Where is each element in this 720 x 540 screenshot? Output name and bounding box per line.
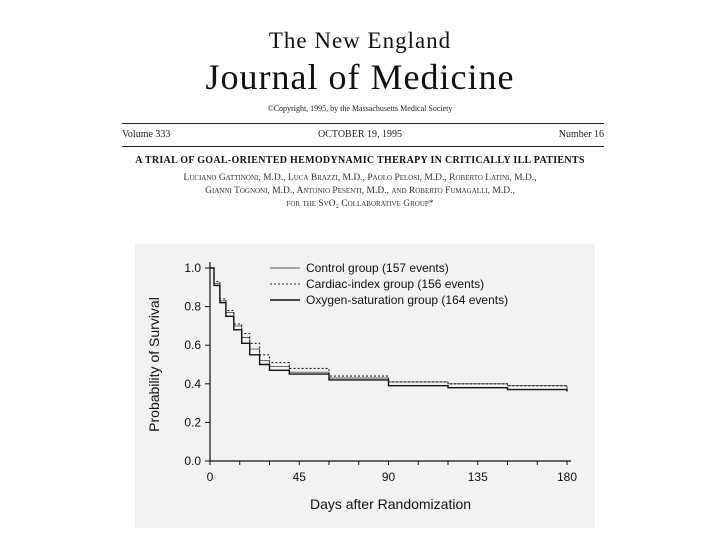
survival-curve — [210, 267, 568, 392]
y-tick-label: 1.0 — [184, 261, 201, 275]
x-tick-label: 45 — [293, 470, 307, 484]
y-tick-label: 0.6 — [184, 338, 201, 352]
x-tick-label: 180 — [557, 470, 577, 484]
journal-masthead-title: Journal of Medicine — [205, 57, 515, 97]
journal-masthead-top: The New England — [268, 28, 452, 53]
survival-figure: 0.0 0.2 0.4 0.6 0.8 1.0 0 45 90 135 180 Days after … — [135, 244, 595, 528]
x-tick-label: 0 — [207, 470, 214, 484]
legend-label: Control group (157 events) — [306, 261, 449, 275]
y-tick-label: 0.4 — [184, 377, 201, 391]
x-tick-label: 135 — [468, 470, 488, 484]
y-tick-label: 0.8 — [184, 300, 201, 314]
issue-date: OCTOBER 19, 1995 — [318, 129, 402, 140]
y-tick-label: 0.0 — [184, 454, 201, 468]
author-line: for the SvO₂ Collaborative Group* — [286, 199, 434, 209]
y-tick-label: 0.2 — [184, 415, 201, 429]
author-line: Luciano Gattinoni, M.D., Luca Brazzi, M.… — [183, 173, 537, 183]
y-axis-title: Probability of Survival — [146, 297, 162, 432]
x-axis-title: Days after Randomization — [310, 496, 471, 512]
author-list: Luciano Gattinoni, M.D., Luca Brazzi, M.… — [0, 172, 720, 211]
author-line: Gianni Tognoni, M.D., Antonio Pesenti, M… — [205, 186, 515, 196]
volume-label: Volume 333 — [122, 129, 171, 140]
survival-chart: 0.0 0.2 0.4 0.6 0.8 1.0 0 45 90 135 180 Days after … — [146, 261, 577, 512]
header-rule-bottom — [122, 146, 604, 147]
x-tick-label: 90 — [382, 470, 396, 484]
issue-number: Number 16 — [558, 129, 604, 140]
article-title: A TRIAL OF GOAL-ORIENTED HEMODYNAMIC THE… — [135, 155, 585, 166]
copyright-notice: ©Copyright, 1995, by the Massachusetts M… — [267, 104, 453, 113]
legend-label: Cardiac-index group (156 events) — [306, 277, 484, 291]
header-rule-top — [122, 123, 604, 124]
legend-label: Oxygen-saturation group (164 events) — [306, 293, 508, 307]
